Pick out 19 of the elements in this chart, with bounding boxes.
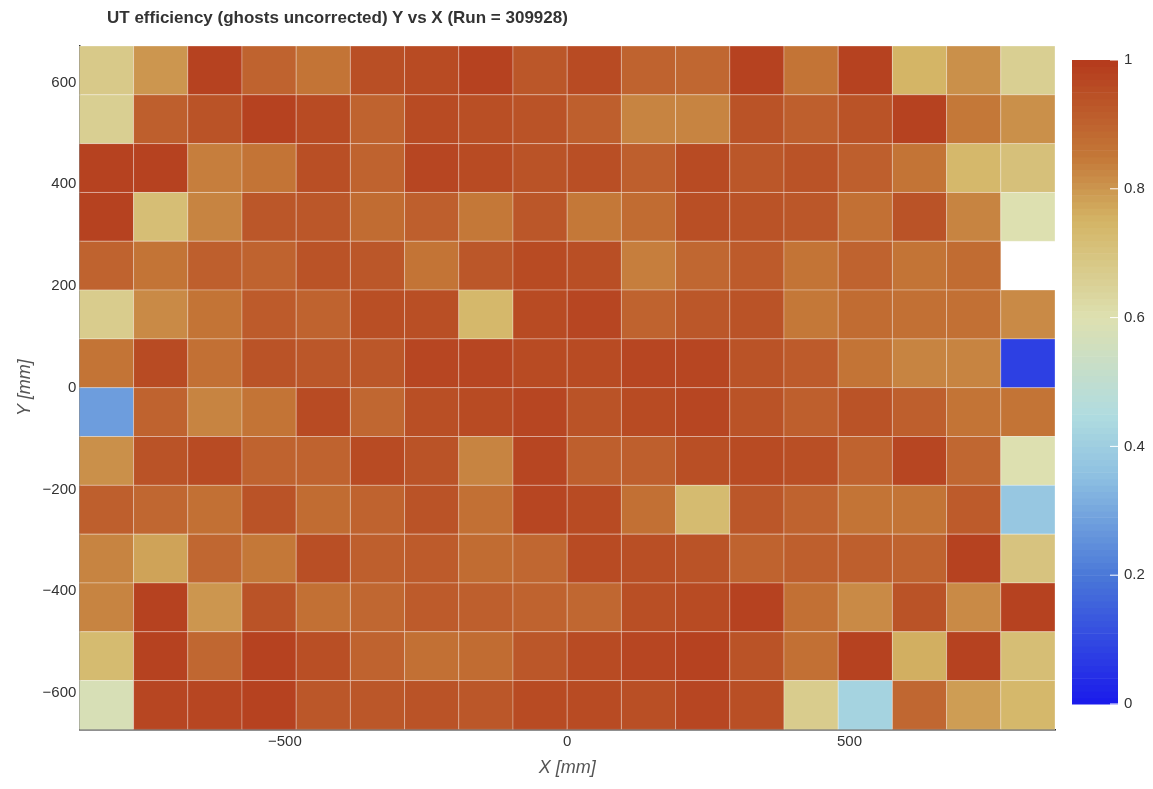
color-bar-label: 0.4 bbox=[1124, 436, 1145, 454]
color-bar-label: 0 bbox=[1124, 694, 1133, 712]
chart-title: UT efficiency (ghosts uncorrected) Y vs X (Run = 309928) bbox=[107, 8, 568, 28]
color-bar-label: 0.8 bbox=[1124, 178, 1145, 196]
x-tick-label: 500 bbox=[836, 731, 862, 749]
x-tick-label: 0 bbox=[563, 731, 572, 749]
y-tick-label: 600 bbox=[51, 72, 77, 90]
y-tick-label: −200 bbox=[42, 479, 77, 497]
y-axis-title: Y [mm] bbox=[13, 358, 34, 417]
y-tick-label: −400 bbox=[42, 581, 77, 599]
y-tick-label: 400 bbox=[51, 174, 77, 192]
color-bar-label: 0.6 bbox=[1124, 307, 1145, 325]
x-axis-title: X [mm] bbox=[537, 757, 597, 778]
x-tick-label: −500 bbox=[268, 731, 302, 749]
color-bar-label: 0.2 bbox=[1124, 565, 1145, 583]
color-bar-label: 1 bbox=[1124, 50, 1133, 68]
y-tick-label: −600 bbox=[42, 682, 77, 700]
y-tick-label: 200 bbox=[51, 276, 77, 294]
y-tick-label: 0 bbox=[68, 377, 77, 395]
